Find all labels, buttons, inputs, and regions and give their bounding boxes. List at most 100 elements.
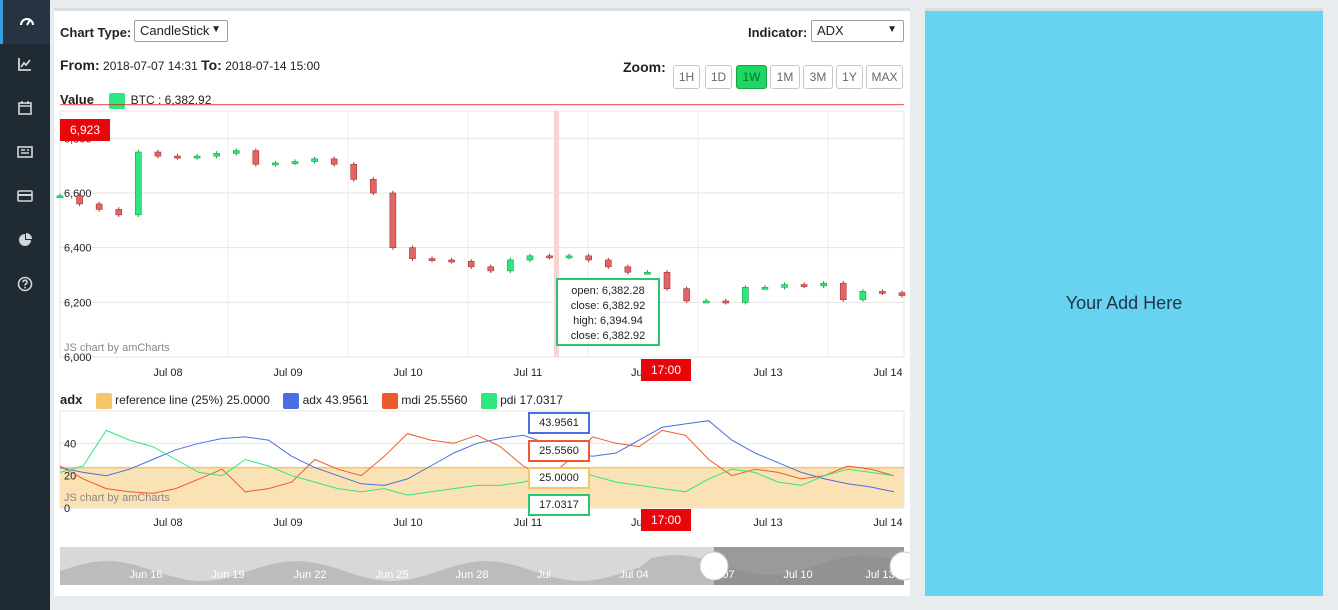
candle xyxy=(193,155,201,159)
tooltip-open: open: 6,382.28 xyxy=(571,285,645,297)
navigator-tick: Jun 28 xyxy=(455,569,488,581)
candle xyxy=(761,286,769,290)
navigator-tick: Jul xyxy=(537,569,551,581)
adx-y-tick: 20 xyxy=(64,471,76,483)
zoom-1m-button[interactable]: 1M xyxy=(770,65,800,89)
chart-type-label: Chart Type: xyxy=(60,25,132,40)
candle xyxy=(722,300,730,304)
candle xyxy=(839,282,847,300)
time-tag-top: 17:00 xyxy=(641,359,691,381)
ref-swatch[interactable] xyxy=(95,392,112,409)
indicator-value: ADX xyxy=(817,23,844,38)
indicator-select[interactable]: ADX ▼ xyxy=(811,20,904,42)
zoom-3m-button[interactable]: 3M xyxy=(803,65,833,89)
zoom-1d-button[interactable]: 1D xyxy=(705,65,732,89)
candle xyxy=(624,266,632,273)
x-tick-label: Jul 10 xyxy=(393,367,422,379)
ref-legend-name: reference line (25%) xyxy=(115,393,224,407)
candle xyxy=(76,195,83,205)
chevron-down-icon: ▼ xyxy=(211,24,221,35)
x-tick-label: Jul 09 xyxy=(273,517,302,529)
adx-y-tick: 40 xyxy=(64,438,76,450)
x-tick-label: Jul 14 xyxy=(873,517,902,529)
navigator-tick: Jun 25 xyxy=(375,569,408,581)
candle xyxy=(467,261,475,268)
x-tick-label: Jul 13 xyxy=(753,517,782,529)
candle xyxy=(350,164,358,180)
dashboard-icon xyxy=(19,18,34,26)
zoom-max-button[interactable]: MAX xyxy=(866,65,903,89)
pie-chart-icon xyxy=(19,233,32,246)
nav-cards[interactable] xyxy=(0,174,50,218)
adx-legend-value: 43.9561 xyxy=(325,393,369,407)
candle xyxy=(389,192,397,248)
sidebar xyxy=(0,0,50,610)
pdi-balloon: 17.0317 xyxy=(528,494,590,516)
time-tag-bottom: 17:00 xyxy=(641,509,691,531)
to-label: To: xyxy=(201,57,222,73)
pdi-swatch[interactable] xyxy=(480,392,497,409)
candle xyxy=(330,158,338,165)
price-y-tick: 6,600 xyxy=(64,188,92,200)
candle-tooltip: open: 6,382.28 close: 6,382.92 high: 6,3… xyxy=(556,278,660,346)
navigator-selection xyxy=(714,547,904,585)
navigator-tick: Jul 04 xyxy=(619,569,648,581)
candle xyxy=(154,151,162,157)
nav-dashboard[interactable] xyxy=(0,0,50,44)
price-tag: 6,923 xyxy=(60,119,110,141)
nav-portfolio[interactable] xyxy=(0,218,50,262)
x-tick-label: Jul 14 xyxy=(873,367,902,379)
candle xyxy=(311,158,318,162)
mdi-balloon: 25.5560 xyxy=(528,440,590,462)
nav-charts[interactable] xyxy=(0,42,50,86)
calendar-icon xyxy=(18,101,32,115)
credit-card-icon xyxy=(17,190,33,202)
chart-panel: Chart Type: CandleStick ▼ Indicator: ADX… xyxy=(54,8,910,596)
candle xyxy=(252,150,260,165)
navigator-tick: Jul 10 xyxy=(783,569,812,581)
from-value[interactable]: 2018-07-07 14:31 xyxy=(103,59,198,73)
navigator-tick: Jun 19 xyxy=(211,569,244,581)
x-tick-label: Jul 08 xyxy=(153,367,182,379)
pdi-legend-value: 17.0317 xyxy=(519,393,563,407)
navigator-tick: Jul 07 xyxy=(705,569,734,581)
value-legend: Value BTC : 6,382.92 xyxy=(60,92,211,109)
nav-news[interactable] xyxy=(0,130,50,174)
chevron-down-icon: ▼ xyxy=(887,24,897,35)
reference-band xyxy=(60,467,904,508)
candle xyxy=(683,288,690,302)
zoom-1h-button[interactable]: 1H xyxy=(673,65,700,89)
chart-type-select[interactable]: CandleStick ▼ xyxy=(134,20,228,42)
tooltip-high: high: 6,394.94 xyxy=(573,315,643,327)
ref-balloon: 25.0000 xyxy=(528,467,590,489)
newspaper-icon xyxy=(17,146,33,158)
chart-credit-2[interactable]: JS chart by amCharts xyxy=(64,492,170,504)
ad-panel[interactable]: Your Add Here xyxy=(925,8,1323,596)
cursor-band xyxy=(554,111,559,357)
series-mdi-line xyxy=(59,429,895,494)
price-y-tick: 6,200 xyxy=(64,297,92,309)
btc-legend-value: : 6,382.92 xyxy=(158,93,212,107)
mdi-swatch[interactable] xyxy=(382,392,399,409)
zoom-1w-button[interactable]: 1W xyxy=(736,65,767,89)
candle xyxy=(232,150,240,154)
candle xyxy=(213,153,220,157)
adx-legend-title: adx xyxy=(60,392,83,407)
btc-legend-name: BTC xyxy=(130,93,155,107)
candle xyxy=(507,259,514,272)
candle xyxy=(56,195,64,199)
series-adx-line xyxy=(59,420,895,493)
nav-help[interactable] xyxy=(0,262,50,306)
price-y-tick: 6,400 xyxy=(64,243,92,255)
zoom-1y-button[interactable]: 1Y xyxy=(836,65,863,89)
candle xyxy=(898,292,906,296)
candle xyxy=(781,284,788,288)
price-y-tick: 6,000 xyxy=(64,352,92,364)
nav-calendar[interactable] xyxy=(0,86,50,130)
chart-credit[interactable]: JS chart by amCharts xyxy=(64,342,170,354)
price-plot-area xyxy=(59,110,905,358)
adx-swatch[interactable] xyxy=(283,392,300,409)
to-value[interactable]: 2018-07-14 15:00 xyxy=(225,59,320,73)
candle xyxy=(546,255,553,259)
